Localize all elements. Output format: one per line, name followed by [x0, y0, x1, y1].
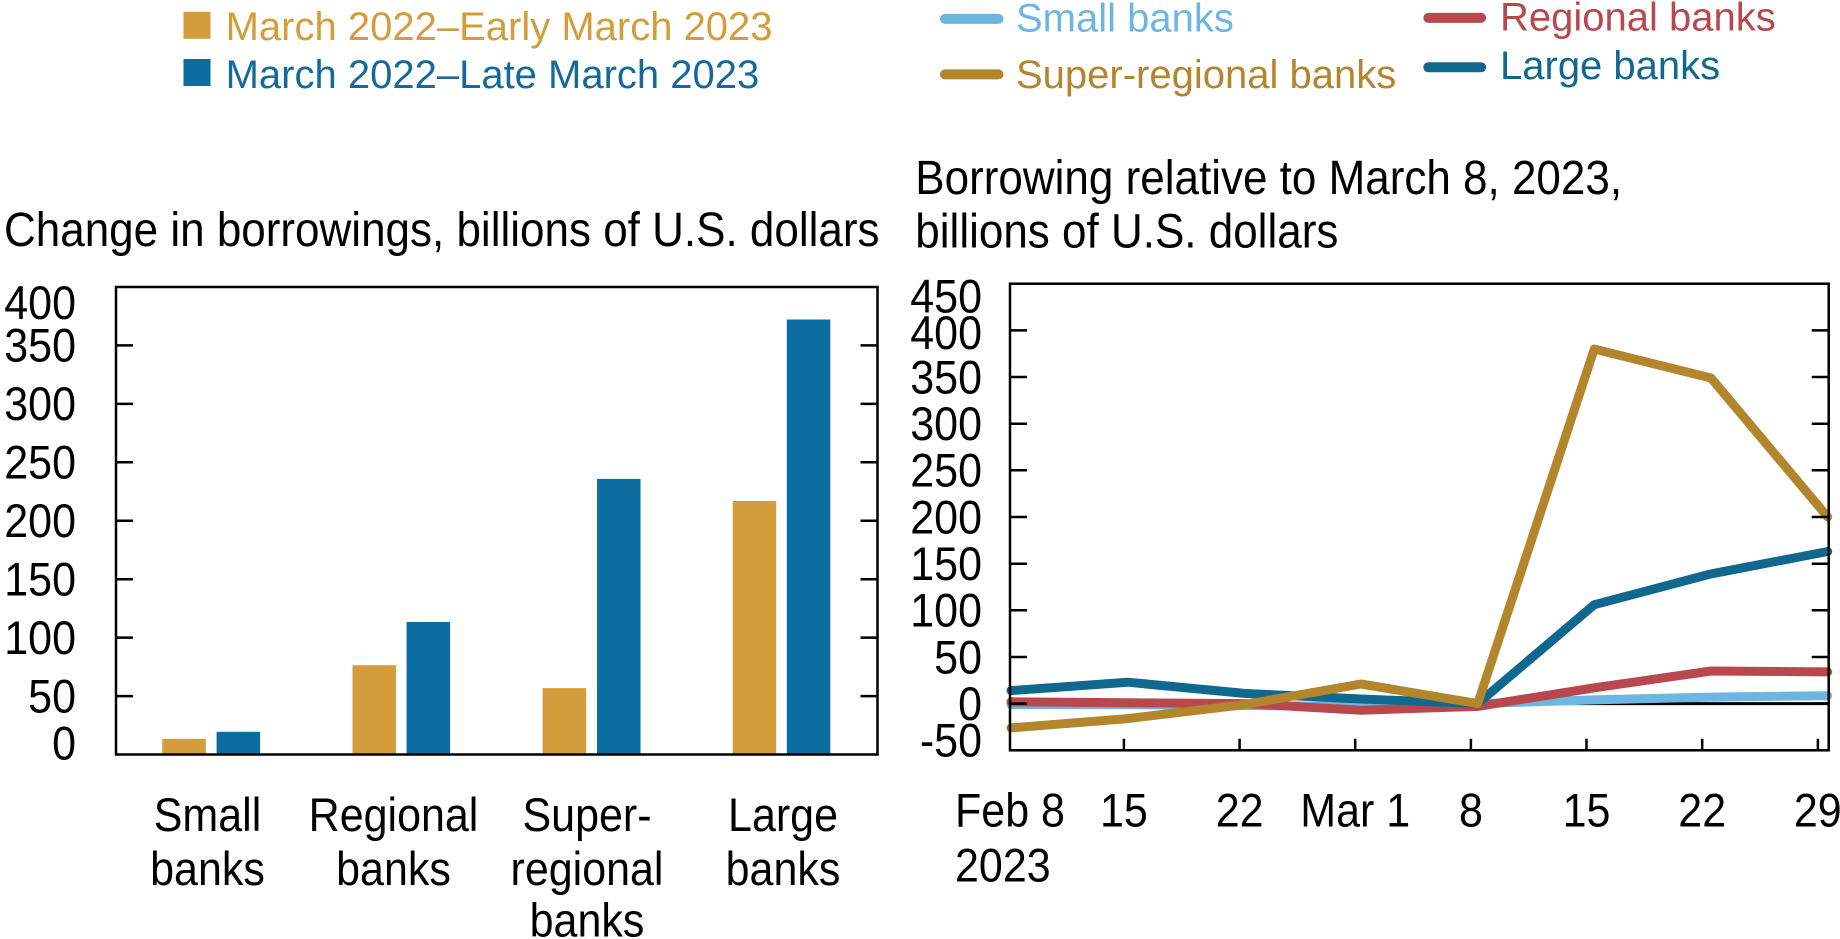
svg-text:350: 350 [910, 350, 982, 403]
svg-text:300: 300 [4, 377, 76, 430]
svg-text:Large banks: Large banks [1500, 44, 1720, 88]
svg-text:350: 350 [4, 319, 76, 372]
svg-text:Borrowing relative to March 8,: Borrowing relative to March 8, 2023, [915, 150, 1622, 204]
svg-text:22: 22 [1678, 784, 1726, 837]
svg-text:50: 50 [28, 669, 76, 722]
svg-text:March 2022–Early March 2023: March 2022–Early March 2023 [226, 5, 773, 49]
svg-text:15: 15 [1100, 784, 1148, 837]
svg-text:50: 50 [934, 630, 982, 683]
svg-text:200: 200 [4, 494, 76, 547]
svg-text:banks: banks [530, 894, 645, 939]
svg-text:15: 15 [1563, 784, 1611, 837]
svg-text:Small: Small [154, 788, 261, 841]
svg-text:150: 150 [4, 553, 76, 606]
svg-text:200: 200 [910, 490, 982, 543]
svg-text:0: 0 [52, 716, 76, 769]
svg-text:2023: 2023 [955, 838, 1051, 891]
svg-text:Change in borrowings, billions: Change in borrowings, billions of U.S. d… [4, 202, 880, 256]
svg-text:Super-regional banks: Super-regional banks [1016, 53, 1396, 97]
svg-text:450: 450 [910, 270, 982, 323]
svg-text:29: 29 [1794, 784, 1840, 837]
svg-text:Feb 8: Feb 8 [955, 784, 1065, 837]
svg-text:100: 100 [910, 584, 982, 637]
svg-text:Regional banks: Regional banks [1500, 0, 1776, 40]
svg-text:0: 0 [958, 677, 982, 730]
svg-text:100: 100 [4, 611, 76, 664]
svg-text:400: 400 [4, 276, 76, 329]
svg-text:banks: banks [336, 842, 451, 895]
svg-text:400: 400 [910, 306, 982, 359]
svg-text:March 2022–Late March 2023: March 2022–Late March 2023 [226, 53, 760, 97]
svg-text:300: 300 [910, 397, 982, 450]
svg-text:Mar 1: Mar 1 [1300, 784, 1410, 837]
svg-text:Large: Large [728, 788, 838, 841]
svg-text:250: 250 [4, 436, 76, 489]
svg-text:Super-: Super- [522, 788, 651, 841]
svg-text:-50: -50 [920, 714, 982, 767]
svg-text:Regional: Regional [309, 788, 479, 841]
svg-text:8: 8 [1459, 784, 1483, 837]
svg-text:22: 22 [1216, 784, 1264, 837]
svg-text:regional: regional [511, 842, 664, 895]
svg-text:banks: banks [150, 842, 265, 895]
svg-text:billions of U.S. dollars: billions of U.S. dollars [915, 204, 1338, 258]
svg-text:150: 150 [910, 537, 982, 590]
svg-text:Small banks: Small banks [1016, 0, 1234, 40]
svg-text:banks: banks [726, 842, 841, 895]
svg-text:250: 250 [910, 444, 982, 497]
